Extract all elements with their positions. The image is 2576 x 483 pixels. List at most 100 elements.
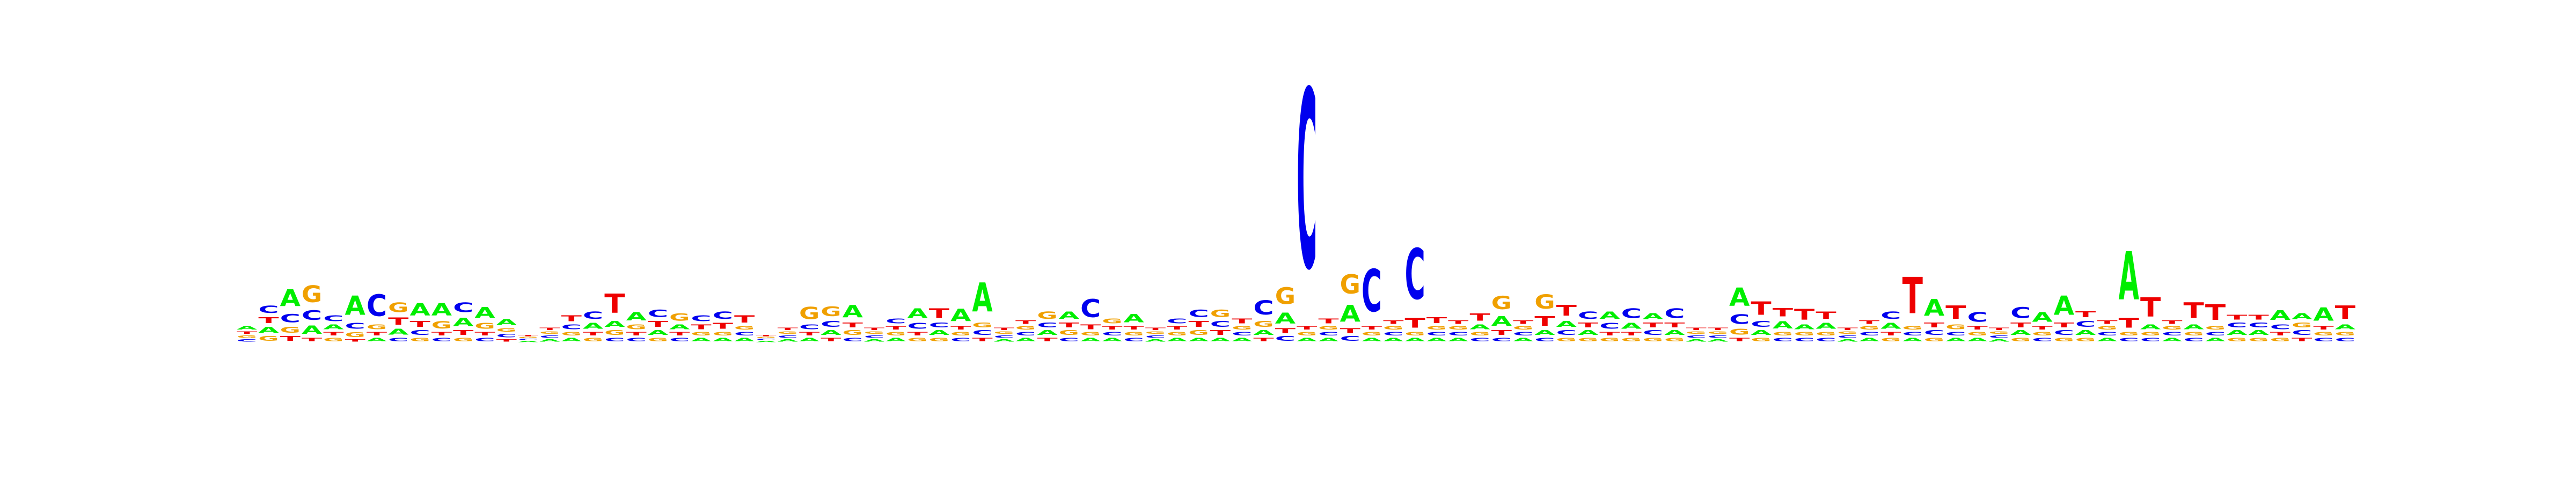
nucleotide-A: A [1124, 312, 1145, 325]
nucleotide-G: G [1686, 331, 1707, 334]
nucleotide-C: C [1210, 319, 1231, 329]
nucleotide-A: A [583, 321, 604, 331]
nucleotide-C: C [1188, 308, 1209, 319]
nucleotide-G: G [885, 331, 906, 336]
nucleotide-T: T [1232, 317, 1253, 325]
nucleotide-C: C [691, 313, 711, 323]
nucleotide-T: T [2119, 316, 2140, 331]
nucleotide-G: G [258, 335, 279, 342]
nucleotide-G: G [1448, 325, 1468, 331]
nucleotide-C: C [885, 317, 906, 325]
nucleotide-T: T [1383, 319, 1404, 325]
nucleotide-C: C [1816, 336, 1836, 342]
nucleotide-A: A [2075, 329, 2096, 336]
nucleotide-A: A [496, 317, 517, 327]
nucleotide-G: G [1102, 317, 1122, 325]
nucleotide-C: C [734, 331, 755, 336]
nucleotide-G: G [323, 336, 343, 342]
nucleotide-A: A [994, 339, 1015, 342]
nucleotide-A: A [1838, 339, 1858, 342]
nucleotide-T: T [843, 321, 863, 329]
nucleotide-C: C [237, 339, 257, 342]
nucleotide-C: C [1015, 331, 1036, 336]
nucleotide-A: A [345, 290, 365, 321]
nucleotide-T: T [1621, 331, 1642, 337]
nucleotide-G: G [1924, 336, 1944, 342]
nucleotide-G: G [2205, 325, 2226, 331]
nucleotide-A: A [950, 306, 971, 325]
nucleotide-A: A [1297, 336, 1318, 342]
nucleotide-T: T [1362, 325, 1382, 331]
nucleotide-G: G [1729, 327, 1750, 337]
nucleotide-A: A [604, 319, 625, 329]
nucleotide-C: C [2248, 321, 2268, 328]
nucleotide-T: T [1816, 310, 1836, 321]
nucleotide-C: C [2184, 336, 2204, 342]
nucleotide-T: T [496, 339, 517, 342]
nucleotide-A: A [1232, 336, 1253, 342]
nucleotide-C: C [626, 336, 647, 342]
nucleotide-A: A [821, 329, 841, 336]
nucleotide-A: A [2162, 336, 2183, 342]
nucleotide-A: A [1534, 329, 1555, 336]
nucleotide-T: T [648, 319, 668, 329]
nucleotide-C: C [1297, 40, 1317, 325]
nucleotide-C: C [1318, 331, 1338, 336]
nucleotide-G: G [2270, 336, 2290, 342]
nucleotide-G: G [1556, 336, 1577, 342]
nucleotide-T: T [2205, 301, 2226, 325]
nucleotide-A: A [1664, 329, 1685, 336]
nucleotide-T: T [1297, 325, 1318, 331]
nucleotide-G: G [561, 331, 582, 336]
nucleotide-C: C [821, 319, 841, 329]
nucleotide-C: C [1275, 335, 1296, 342]
nucleotide-C: C [1469, 336, 1490, 342]
nucleotide-T: T [539, 327, 560, 331]
nucleotide-A: A [1578, 329, 1598, 336]
nucleotide-T: T [1448, 319, 1469, 325]
nucleotide-T: T [2184, 298, 2204, 323]
nucleotide-C: C [1945, 331, 1966, 336]
nucleotide-C: C [648, 308, 668, 319]
nucleotide-A: A [1015, 336, 1036, 342]
nucleotide-T: T [345, 339, 365, 342]
nucleotide-A: A [1924, 294, 1944, 321]
nucleotide-G: G [1080, 331, 1101, 336]
nucleotide-T: T [474, 331, 495, 337]
nucleotide-G: G [1621, 336, 1642, 342]
nucleotide-A: A [885, 336, 906, 342]
nucleotide-C: C [345, 321, 365, 331]
nucleotide-C: C [1902, 331, 1923, 336]
nucleotide-T: T [1426, 316, 1447, 325]
nucleotide-C: C [583, 310, 603, 321]
nucleotide-C: C [1037, 321, 1057, 328]
nucleotide-A: A [258, 325, 279, 335]
nucleotide-A: A [2184, 324, 2204, 331]
nucleotide-A: A [691, 336, 712, 342]
nucleotide-G: G [1405, 331, 1425, 336]
nucleotide-A: A [1448, 336, 1469, 342]
nucleotide-C: C [713, 310, 733, 321]
nucleotide-C: C [2205, 331, 2226, 336]
nucleotide-T: T [2075, 310, 2096, 319]
nucleotide-T: T [1188, 319, 1209, 329]
